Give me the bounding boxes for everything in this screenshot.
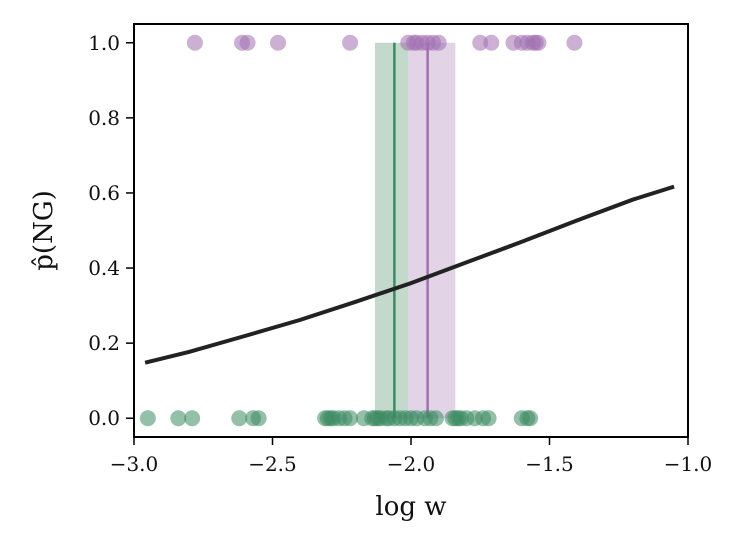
point-ng-0 (186, 34, 203, 51)
band-ng (408, 42, 456, 419)
point-g-2 (184, 410, 201, 427)
x-tick-label: −1.0 (664, 452, 713, 476)
x-tick-label: −3.0 (110, 452, 159, 476)
band-g (374, 42, 409, 419)
point-ng-3 (270, 34, 287, 51)
x-tick-label: −1.5 (525, 452, 574, 476)
point-ng-20 (566, 34, 583, 51)
mean-lines (393, 42, 429, 419)
y-tick-label: 0.0 (88, 406, 120, 430)
point-g-1 (170, 410, 187, 427)
point-g-38 (522, 410, 539, 427)
y-axis-label: p̂(NG) (29, 190, 59, 270)
confidence-bands (374, 42, 456, 419)
point-g-0 (139, 410, 156, 427)
point-ng-19 (530, 34, 547, 51)
point-g-12 (342, 410, 359, 427)
point-g-3 (231, 410, 248, 427)
point-g-35 (480, 410, 497, 427)
point-ng-13 (483, 34, 500, 51)
point-ng-2 (239, 34, 256, 51)
y-axis-ticks: 0.0 0.2 0.4 0.6 0.8 1.0 (88, 31, 134, 430)
y-tick-label: 1.0 (88, 31, 120, 55)
data-points (139, 34, 583, 427)
y-tick-label: 0.4 (88, 256, 120, 280)
y-tick-label: 0.6 (88, 181, 120, 205)
x-axis-label: log w (375, 492, 446, 522)
x-tick-label: −2.5 (248, 452, 297, 476)
x-axis-ticks: −3.0 −2.5 −2.0 −1.5 −1.0 (110, 437, 713, 476)
point-ng-12 (472, 34, 489, 51)
point-g-27 (427, 410, 444, 427)
x-tick-label: −2.0 (387, 452, 436, 476)
point-ng-11 (430, 34, 447, 51)
point-g-5 (250, 410, 267, 427)
y-tick-label: 0.2 (88, 331, 120, 355)
logistic-curve (144, 184, 675, 365)
point-ng-4 (342, 34, 359, 51)
y-tick-label: 0.8 (88, 106, 120, 130)
